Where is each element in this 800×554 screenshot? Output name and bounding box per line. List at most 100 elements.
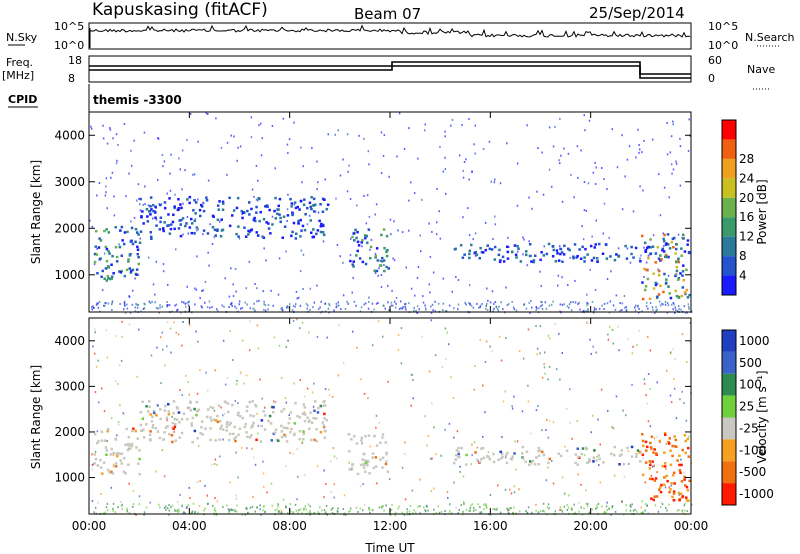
noise-point (113, 214, 116, 217)
clutter-point (177, 511, 179, 513)
clutter-point (645, 301, 648, 304)
noise-point (370, 238, 373, 241)
clutter-point (299, 304, 302, 307)
noise-point (377, 274, 379, 277)
echo-cell (671, 237, 675, 241)
clutter-point (688, 308, 690, 310)
noise-point (535, 409, 538, 412)
noise-point (337, 129, 339, 132)
echo-cell (626, 446, 629, 450)
noise-point (333, 455, 336, 458)
noise-point (128, 323, 131, 326)
echo-cell (655, 452, 658, 455)
echo-cell (663, 233, 666, 237)
echo-cell (214, 439, 217, 442)
clutter-point (471, 503, 474, 506)
noise-point (206, 389, 209, 392)
clutter-point (337, 507, 339, 510)
clutter-point (690, 310, 693, 313)
noise-point (669, 151, 672, 154)
clutter-point (143, 511, 146, 514)
freq-label: Freq. (6, 56, 33, 69)
clutter-point (552, 300, 554, 303)
noise-point (232, 359, 234, 361)
noise-point (377, 320, 380, 323)
noise-point (346, 133, 349, 136)
clutter-point (247, 511, 249, 514)
clutter-point (572, 301, 574, 303)
noise-point (314, 210, 317, 213)
noise-point (607, 409, 609, 412)
clutter-point (246, 303, 248, 306)
echo-cell (245, 431, 248, 434)
echo-cell (103, 229, 106, 233)
echo-cell (539, 449, 542, 452)
echo-cell (114, 465, 118, 468)
noise-point (585, 489, 587, 492)
echo-cell (538, 454, 541, 457)
clutter-point (469, 507, 471, 509)
clutter-point (375, 302, 378, 305)
noise-point (301, 441, 304, 444)
echo-cell (103, 277, 106, 280)
noise-point (124, 304, 126, 307)
echo-cell (267, 419, 270, 423)
noise-point (439, 237, 442, 240)
noise-point (666, 311, 669, 314)
noise-point (675, 162, 678, 165)
noise-point (323, 496, 325, 499)
clutter-point (209, 306, 211, 309)
noise-point (507, 236, 509, 239)
noise-point (689, 322, 692, 324)
clutter-point (221, 304, 223, 307)
clutter-point (137, 303, 140, 306)
noise-point (488, 140, 491, 143)
noise-point (447, 343, 450, 346)
noise-point (586, 321, 589, 324)
noise-point (133, 139, 135, 142)
echo-cell (194, 201, 198, 204)
noise-point (224, 383, 227, 386)
noise-point (453, 481, 455, 484)
noise-point (253, 195, 255, 198)
colorbar-swatch (722, 483, 736, 505)
echo-cell (359, 463, 363, 467)
clutter-point (107, 302, 110, 305)
noise-point (390, 233, 392, 236)
noise-point (182, 321, 184, 323)
noise-point (489, 301, 492, 304)
noise-point (670, 484, 672, 487)
echo-cell (134, 228, 138, 231)
noise-point (405, 266, 407, 269)
clutter-point (168, 304, 171, 307)
echo-cell (188, 195, 192, 199)
noise-point (255, 164, 258, 167)
echo-cell (104, 267, 108, 270)
echo-cell (649, 446, 653, 449)
colorbar-tick-label: 1000 (739, 334, 770, 348)
noise-point (673, 387, 676, 390)
echo-cell (595, 459, 598, 462)
echo-cell (455, 453, 458, 457)
echo-cell (355, 442, 359, 445)
echo-cell (156, 430, 160, 433)
noise-point (134, 277, 136, 280)
noise-point (194, 287, 196, 290)
noise-point (308, 214, 311, 217)
clutter-point (226, 504, 228, 507)
echo-cell (653, 495, 656, 498)
echo-cell (291, 212, 295, 215)
noise-point (643, 246, 645, 249)
noise-point (646, 402, 648, 405)
noise-layer (91, 318, 693, 516)
echo-cell (96, 464, 99, 467)
echo-cell (228, 432, 232, 436)
clutter-point (357, 511, 359, 513)
echo-cell (602, 461, 605, 464)
echo-cell (234, 439, 237, 443)
echo-cell (99, 466, 103, 469)
noise-point (434, 354, 437, 357)
noise-point (446, 491, 449, 494)
noise-point (431, 457, 433, 460)
clutter-point (673, 303, 675, 306)
